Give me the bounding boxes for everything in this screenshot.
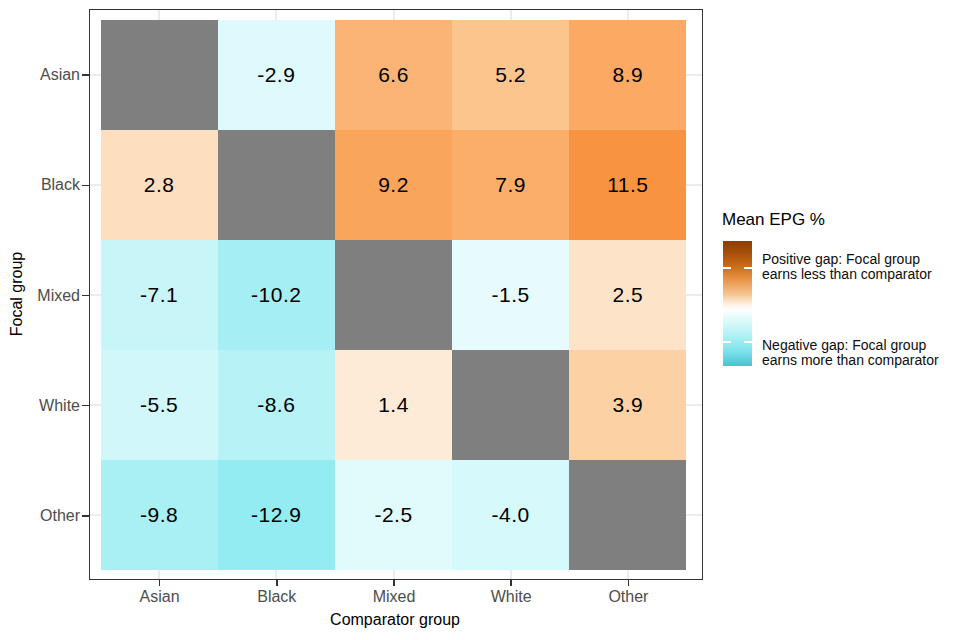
y-tick-label-black: Black: [41, 176, 80, 194]
x-axis-tick: [159, 580, 161, 586]
y-axis-title: Focal group: [8, 252, 26, 337]
heatmap-cell-mixed-white: -1.5: [452, 240, 569, 350]
cell-value: 6.6: [378, 63, 409, 87]
heatmap-cell-mixed-asian: -7.1: [101, 240, 218, 350]
heatmap-cell-asian-mixed: 6.6: [335, 20, 452, 130]
y-tick-label-asian: Asian: [40, 66, 80, 84]
heatmap-cell-mixed-black: -10.2: [218, 240, 335, 350]
heatmap-grid: -2.9 6.6 5.2 8.9 2.8 9.2 7.9 11.5 -7.1 -10.2 -1.5 2…: [101, 20, 687, 571]
cell-value: -2.9: [257, 63, 295, 87]
cell-value: -10.2: [251, 283, 301, 307]
legend-colorbar: [723, 241, 752, 366]
heatmap-cell-black-asian: 2.8: [101, 130, 218, 240]
legend-title: Mean EPG %: [722, 210, 825, 230]
epg-heatmap-figure: -2.9 6.6 5.2 8.9 2.8 9.2 7.9 11.5 -7.1 -10.2 -1.5 2…: [0, 0, 960, 640]
heatmap-cell-white-asian: -5.5: [101, 350, 218, 460]
y-axis-tick: [82, 515, 89, 517]
cell-value: 9.2: [378, 173, 409, 197]
cell-value: 5.2: [495, 63, 526, 87]
cell-value: 8.9: [613, 63, 644, 87]
y-axis-tick: [82, 295, 89, 297]
legend-label-line: earns more than comparator: [762, 353, 939, 368]
heatmap-cell-white-mixed: 1.4: [335, 350, 452, 460]
x-axis-tick: [393, 580, 395, 586]
heatmap-cell-black-mixed: 9.2: [335, 130, 452, 240]
y-axis-tick: [82, 74, 89, 76]
x-axis-tick: [510, 580, 512, 586]
cell-value: -5.5: [140, 393, 178, 417]
heatmap-cell-other-mixed: -2.5: [335, 460, 452, 570]
heatmap-cell-black-black: [218, 130, 335, 240]
y-tick-label-mixed: Mixed: [37, 287, 80, 305]
heatmap-cell-white-other: 3.9: [569, 350, 686, 460]
cell-value: 1.4: [378, 393, 409, 417]
heatmap-cell-other-asian: -9.8: [101, 460, 218, 570]
legend-label-line: Positive gap: Focal group: [762, 252, 932, 267]
heatmap-cell-other-other: [569, 460, 686, 570]
cell-value: 2.5: [613, 283, 644, 307]
heatmap-cell-asian-white: 5.2: [452, 20, 569, 130]
legend-bar-tick: [723, 341, 731, 343]
y-tick-label-other: Other: [40, 507, 80, 525]
heatmap-cell-white-white: [452, 350, 569, 460]
heatmap-cell-black-other: 11.5: [569, 130, 686, 240]
x-tick-label-other: Other: [608, 588, 648, 606]
heatmap-cell-white-black: -8.6: [218, 350, 335, 460]
cell-value: -12.9: [251, 503, 301, 527]
y-axis-tick: [82, 185, 89, 187]
x-tick-label-black: Black: [257, 588, 296, 606]
y-tick-label-white: White: [39, 397, 80, 415]
cell-value: -2.5: [374, 503, 412, 527]
heatmap-cell-other-black: -12.9: [218, 460, 335, 570]
cell-value: -8.6: [257, 393, 295, 417]
x-axis-tick: [628, 580, 630, 586]
heatmap-cell-black-white: 7.9: [452, 130, 569, 240]
legend-label-negative-gap: Negative gap: Focal group earns more tha…: [762, 338, 939, 367]
cell-value: 2.8: [144, 173, 175, 197]
x-tick-label-asian: Asian: [140, 588, 180, 606]
x-tick-label-white: White: [491, 588, 532, 606]
heatmap-cell-mixed-mixed: [335, 240, 452, 350]
cell-value: 11.5: [607, 173, 648, 197]
legend-label-line: earns less than comparator: [762, 267, 932, 282]
x-tick-label-mixed: Mixed: [373, 588, 416, 606]
y-axis-tick: [82, 405, 89, 407]
legend-bar-tick: [744, 341, 752, 343]
legend-label-positive-gap: Positive gap: Focal group earns less tha…: [762, 252, 932, 281]
cell-value: -9.8: [140, 503, 178, 527]
x-axis-tick: [276, 580, 278, 586]
cell-value: -1.5: [492, 283, 530, 307]
plot-panel: -2.9 6.6 5.2 8.9 2.8 9.2 7.9 11.5 -7.1 -10.2 -1.5 2…: [89, 9, 703, 580]
cell-value: 7.9: [495, 173, 526, 197]
cell-value: -7.1: [140, 283, 178, 307]
heatmap-cell-asian-black: -2.9: [218, 20, 335, 130]
cell-value: 3.9: [613, 393, 644, 417]
heatmap-cell-other-white: -4.0: [452, 460, 569, 570]
x-axis-title: Comparator group: [330, 611, 460, 629]
heatmap-cell-asian-asian: [101, 20, 218, 130]
legend-bar-tick: [744, 267, 752, 269]
heatmap-cell-mixed-other: 2.5: [569, 240, 686, 350]
legend-bar-tick: [723, 267, 731, 269]
legend-label-line: Negative gap: Focal group: [762, 338, 939, 353]
heatmap-cell-asian-other: 8.9: [569, 20, 686, 130]
cell-value: -4.0: [492, 503, 530, 527]
